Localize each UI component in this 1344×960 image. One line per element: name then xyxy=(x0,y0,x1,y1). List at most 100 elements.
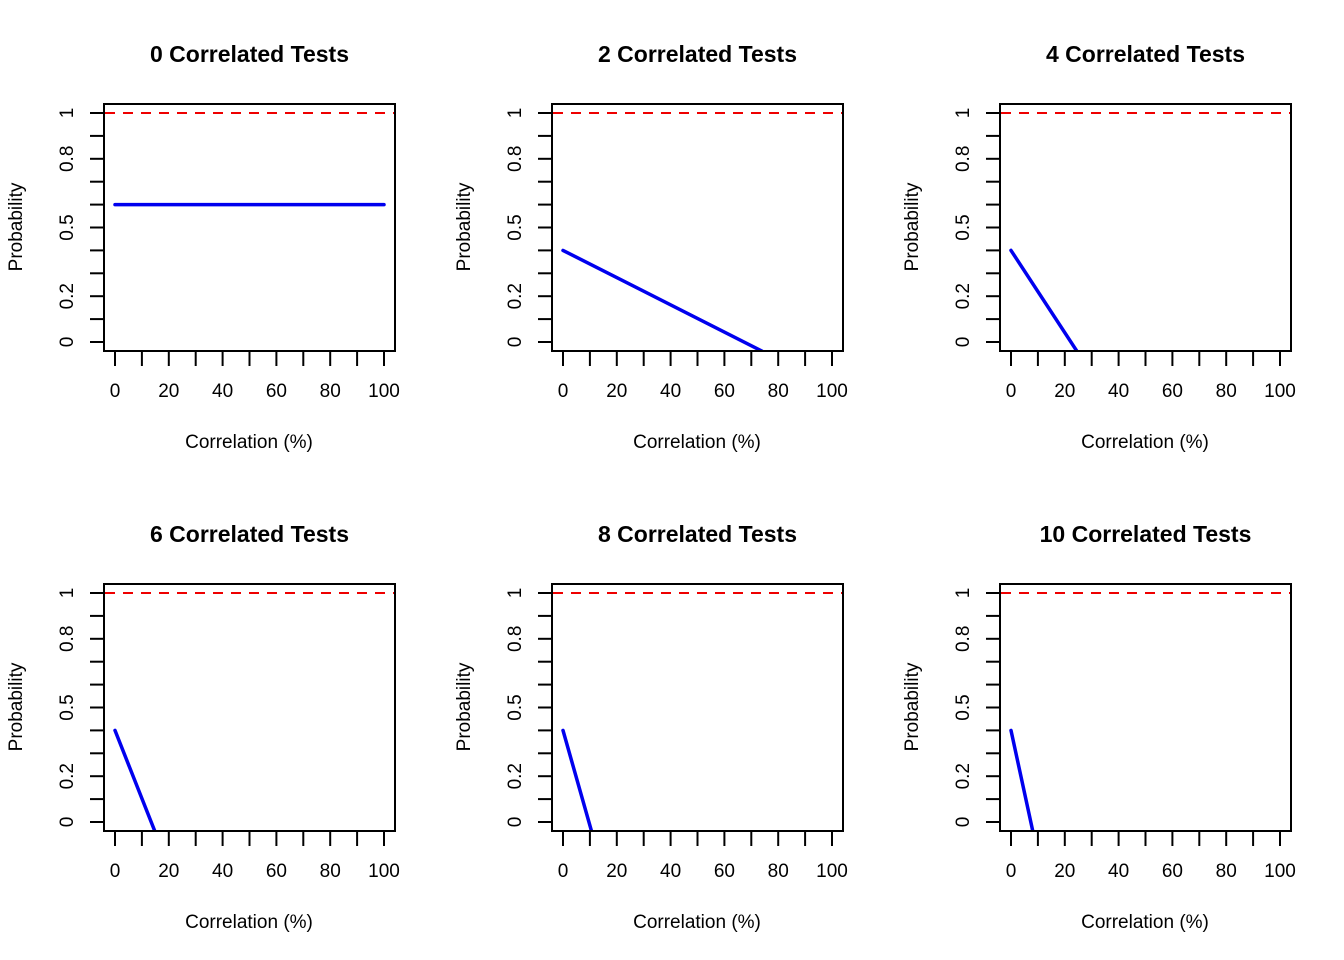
chart-title: 0 Correlated Tests xyxy=(150,41,349,67)
x-tick-label: 0 xyxy=(110,861,121,882)
x-tick-label: 80 xyxy=(768,861,789,882)
x-tick-label: 40 xyxy=(1108,381,1129,402)
chart-title: 8 Correlated Tests xyxy=(598,521,797,547)
chart-title: 6 Correlated Tests xyxy=(150,521,349,547)
chart-panel-4: 8 Correlated Tests 0 20 40 60 80 100 0 0.2 0.5 0.8… xyxy=(454,521,848,933)
chart-title: 4 Correlated Tests xyxy=(1046,41,1245,67)
x-tick-label: 60 xyxy=(714,861,735,882)
x-tick-label: 20 xyxy=(158,381,179,402)
y-tick-label: 1 xyxy=(953,108,974,119)
y-tick-label: 0 xyxy=(953,337,974,348)
y-tick-label: 1 xyxy=(57,108,78,119)
plot-frame xyxy=(999,583,1292,832)
y-axis-label: Probability xyxy=(6,182,27,271)
x-tick-label: 60 xyxy=(714,381,735,402)
x-tick-label: 0 xyxy=(1006,381,1017,402)
y-axis-label: Probability xyxy=(454,662,475,751)
y-tick-label: 1 xyxy=(505,588,526,599)
x-tick-label: 60 xyxy=(1162,861,1183,882)
series-line xyxy=(561,728,594,830)
y-tick-label: 0 xyxy=(505,337,526,348)
y-tick-label: 0.5 xyxy=(57,214,78,240)
y-tick-label: 0.5 xyxy=(57,694,78,720)
plot-frame xyxy=(103,583,396,832)
y-tick-label: 0.5 xyxy=(505,694,526,720)
y-tick-label: 0 xyxy=(57,817,78,828)
x-tick-label: 40 xyxy=(660,861,681,882)
y-tick-label: 0.8 xyxy=(57,146,78,172)
x-tick-label: 40 xyxy=(212,381,233,402)
y-axis-label: Probability xyxy=(902,182,923,271)
x-tick-label: 40 xyxy=(212,861,233,882)
x-tick-label: 80 xyxy=(320,381,341,402)
chart-panel-5: 10 Correlated Tests 0 20 40 60 80 100 0 0.2 0.5 0.… xyxy=(902,521,1296,933)
chart-title: 2 Correlated Tests xyxy=(598,41,797,67)
x-axis-label: Correlation (%) xyxy=(185,912,313,933)
y-tick-label: 0.2 xyxy=(57,283,78,309)
y-tick-label: 0 xyxy=(953,817,974,828)
x-tick-label: 20 xyxy=(1054,381,1075,402)
x-tick-label: 20 xyxy=(158,861,179,882)
y-tick-label: 0.5 xyxy=(953,214,974,240)
x-axis-label: Correlation (%) xyxy=(1081,912,1209,933)
chart-panel-1: 2 Correlated Tests 0 20 40 60 80 100 0 0.2 0.5 0.8… xyxy=(454,41,848,453)
x-tick-label: 60 xyxy=(266,381,287,402)
x-tick-label: 0 xyxy=(1006,861,1017,882)
x-tick-label: 80 xyxy=(1216,381,1237,402)
x-axis-label: Correlation (%) xyxy=(633,432,761,453)
y-tick-label: 0.2 xyxy=(505,763,526,789)
x-tick-label: 100 xyxy=(816,861,848,882)
x-axis-label: Correlation (%) xyxy=(633,912,761,933)
series-line xyxy=(113,728,157,830)
x-tick-label: 100 xyxy=(1264,381,1296,402)
chart-panel-2: 4 Correlated Tests 0 20 40 60 80 100 0 0.2 0.5 0.8… xyxy=(902,41,1296,453)
y-tick-label: 0 xyxy=(57,337,78,348)
y-axis-label: Probability xyxy=(6,662,27,751)
y-tick-label: 1 xyxy=(953,588,974,599)
y-tick-label: 0.2 xyxy=(953,283,974,309)
x-tick-label: 100 xyxy=(368,861,400,882)
x-tick-label: 0 xyxy=(110,381,121,402)
plot-frame xyxy=(999,103,1292,352)
plot-frame xyxy=(551,583,844,832)
plot-frame xyxy=(103,103,396,352)
x-tick-label: 60 xyxy=(266,861,287,882)
x-axis-label: Correlation (%) xyxy=(1081,432,1209,453)
y-tick-label: 0.2 xyxy=(505,283,526,309)
y-tick-label: 0.8 xyxy=(953,626,974,652)
y-tick-label: 0.2 xyxy=(57,763,78,789)
x-tick-label: 60 xyxy=(1162,381,1183,402)
y-tick-label: 0.8 xyxy=(505,626,526,652)
plot-frame xyxy=(551,103,844,352)
y-tick-label: 0.2 xyxy=(953,763,974,789)
x-axis-label: Correlation (%) xyxy=(185,432,313,453)
x-tick-label: 80 xyxy=(768,381,789,402)
y-tick-label: 1 xyxy=(57,588,78,599)
y-tick-label: 0 xyxy=(505,817,526,828)
x-tick-label: 20 xyxy=(606,861,627,882)
series-line xyxy=(1009,728,1035,830)
x-tick-label: 80 xyxy=(1216,861,1237,882)
y-tick-label: 0.8 xyxy=(953,146,974,172)
y-axis-label: Probability xyxy=(454,182,475,271)
series-line xyxy=(561,248,764,350)
chart-panel-0: 0 Correlated Tests 0 20 40 60 80 100 0 0.2 0.5 0.8… xyxy=(6,41,400,453)
y-tick-label: 0.5 xyxy=(505,214,526,240)
x-tick-label: 100 xyxy=(368,381,400,402)
series-line xyxy=(1009,248,1079,350)
chart-panel-3: 6 Correlated Tests 0 20 40 60 80 100 0 0.2 0.5 0.8… xyxy=(6,521,400,933)
y-axis-label: Probability xyxy=(902,662,923,751)
x-tick-label: 20 xyxy=(1054,861,1075,882)
chart-title: 10 Correlated Tests xyxy=(1040,521,1252,547)
y-tick-label: 0.8 xyxy=(57,626,78,652)
x-tick-label: 100 xyxy=(816,381,848,402)
y-tick-label: 0.8 xyxy=(505,146,526,172)
x-tick-label: 0 xyxy=(558,381,569,402)
y-tick-label: 0.5 xyxy=(953,694,974,720)
x-tick-label: 80 xyxy=(320,861,341,882)
x-tick-label: 20 xyxy=(606,381,627,402)
x-tick-label: 0 xyxy=(558,861,569,882)
x-tick-label: 40 xyxy=(1108,861,1129,882)
x-tick-label: 100 xyxy=(1264,861,1296,882)
x-tick-label: 40 xyxy=(660,381,681,402)
